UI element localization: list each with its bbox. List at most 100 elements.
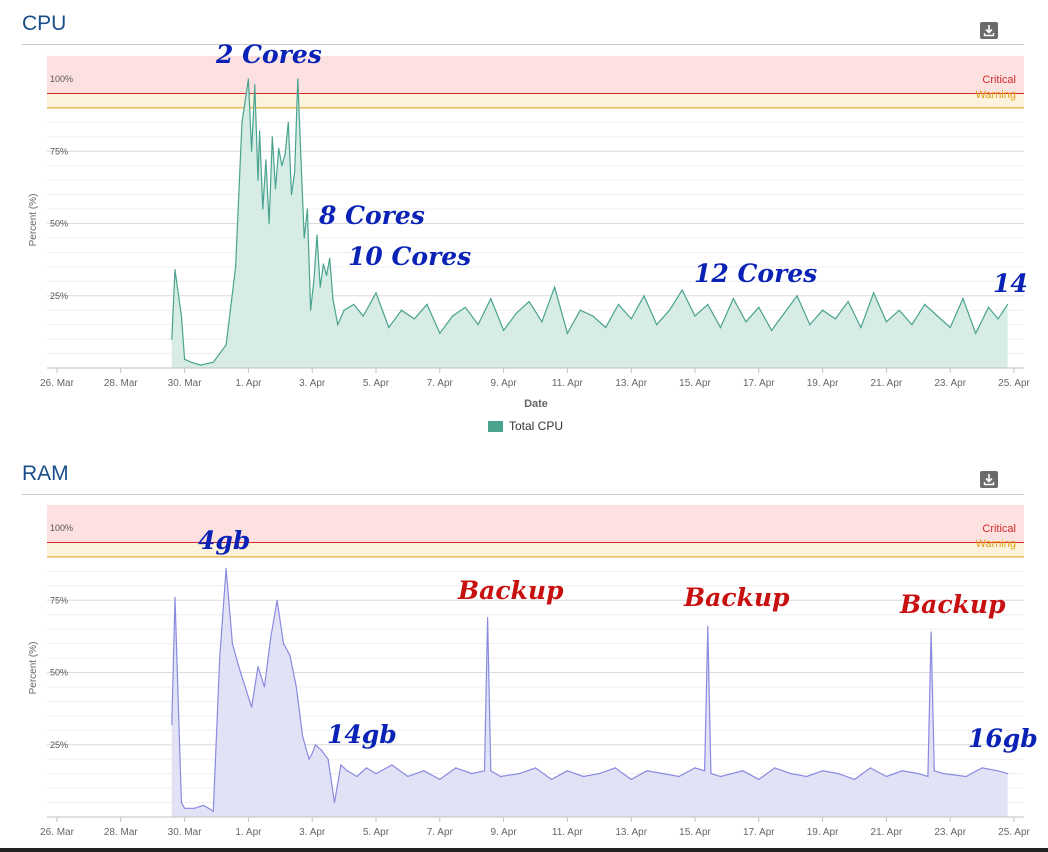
ram-annotation-backup-2: Backup bbox=[683, 583, 790, 612]
cpu-series-point bbox=[180, 315, 182, 317]
cpu-series-point bbox=[987, 306, 990, 308]
cpu-series-point bbox=[362, 315, 364, 317]
ram-x-tick-label: 21. Apr bbox=[871, 827, 903, 838]
cpu-x-tick-label: 11. Apr bbox=[552, 378, 584, 389]
ram-title-divider bbox=[22, 494, 1024, 495]
ram-series-point bbox=[238, 666, 240, 668]
ram-series-point bbox=[646, 770, 648, 772]
ram-series-point bbox=[719, 775, 722, 778]
ram-x-tick-label: 17. Apr bbox=[743, 827, 775, 838]
ram-series-point bbox=[193, 807, 195, 809]
cpu-series-point bbox=[579, 309, 581, 311]
cpu-series-point bbox=[719, 326, 722, 329]
ram-series-point bbox=[837, 773, 840, 775]
cpu-y-tick-label: 75% bbox=[50, 146, 68, 156]
cpu-download-button[interactable] bbox=[980, 22, 998, 39]
cpu-series-point bbox=[528, 300, 530, 303]
cpu-x-tick-label: 28. Mar bbox=[104, 378, 139, 389]
ram-series-point bbox=[869, 767, 872, 769]
ram-warning-label: Warning bbox=[975, 538, 1016, 550]
ram-x-tick-label: 1. Apr bbox=[235, 827, 262, 838]
cpu-series-point bbox=[847, 300, 849, 303]
ram-x-tick-label: 5. Apr bbox=[363, 827, 390, 838]
ram-x-tick-label: 28. Mar bbox=[104, 827, 139, 838]
cpu-x-tick-label: 26. Mar bbox=[40, 378, 75, 389]
cpu-series-point bbox=[259, 130, 261, 132]
ram-x-tick-label: 26. Mar bbox=[40, 827, 75, 838]
cpu-series-point bbox=[257, 179, 259, 181]
cpu-series-point bbox=[337, 324, 339, 326]
ram-series-point bbox=[997, 770, 999, 772]
cpu-series-point bbox=[490, 298, 492, 300]
cpu-series-point bbox=[515, 312, 518, 314]
ram-series-point bbox=[901, 770, 903, 772]
ram-series-point bbox=[742, 770, 744, 772]
cpu-series-point bbox=[268, 222, 270, 225]
cpu-x-tick-label: 19. Apr bbox=[807, 378, 839, 389]
ram-annotation-backup-1: Backup bbox=[457, 576, 564, 605]
cpu-series-point bbox=[184, 358, 186, 360]
ram-series-point bbox=[487, 617, 489, 619]
cpu-x-tick-label: 30. Mar bbox=[168, 378, 203, 389]
cpu-x-tick-label: 21. Apr bbox=[871, 378, 903, 389]
cpu-series-point bbox=[732, 298, 734, 300]
ram-y-tick-label: 100% bbox=[50, 523, 73, 533]
cpu-series-point bbox=[235, 266, 237, 268]
cpu-series-point bbox=[225, 344, 227, 346]
ram-series-point bbox=[790, 773, 792, 775]
ram-series-point bbox=[225, 567, 227, 570]
cpu-panel-title: CPU bbox=[22, 12, 67, 35]
ram-series-point bbox=[356, 775, 358, 778]
ram-gridlines bbox=[47, 527, 1024, 804]
cpu-annotation-14: 14 bbox=[993, 269, 1028, 298]
cpu-x-tick-label: 7. Apr bbox=[427, 378, 454, 389]
cpu-x-ticks: 26. Mar 28. Mar 30. Mar 1. Apr 3. Apr 5. Apr 7… bbox=[40, 368, 1031, 389]
ram-series-point bbox=[439, 778, 441, 780]
cpu-series-point bbox=[630, 318, 632, 320]
cpu-critical-band bbox=[47, 55, 1024, 94]
ram-x-tick-label: 9. Apr bbox=[491, 827, 518, 838]
cpu-series-point bbox=[911, 324, 913, 326]
cpu-legend[interactable]: Total CPU bbox=[488, 419, 563, 433]
ram-y-tick-label: 75% bbox=[50, 595, 68, 605]
ram-series-point bbox=[758, 778, 760, 780]
ram-x-tick-label: 19. Apr bbox=[807, 827, 839, 838]
ram-series-point bbox=[774, 767, 776, 769]
cpu-series-point bbox=[388, 326, 390, 329]
cpu-series-point bbox=[212, 361, 214, 363]
ram-series-point bbox=[483, 770, 486, 772]
cpu-legend-swatch bbox=[488, 420, 503, 432]
cpu-series-point bbox=[936, 315, 939, 317]
cpu-series-point bbox=[281, 165, 283, 167]
ram-series-point bbox=[930, 631, 932, 633]
cpu-series-point bbox=[566, 332, 569, 334]
ram-series-point bbox=[346, 770, 348, 772]
ram-series-point bbox=[180, 802, 182, 804]
ram-download-button[interactable] bbox=[980, 471, 998, 488]
cpu-series-point bbox=[241, 121, 243, 123]
ram-series-point bbox=[662, 773, 664, 775]
ram-series-point bbox=[231, 643, 233, 645]
ram-series-point bbox=[614, 767, 616, 769]
ram-x-ticks: 26. Mar 28. Mar 30. Mar 1. Apr 3. Apr 5. Apr 7… bbox=[40, 817, 1031, 838]
ram-series-point bbox=[407, 775, 409, 778]
cpu-y-tick-label: 50% bbox=[50, 219, 68, 229]
ram-critical-band bbox=[47, 504, 1024, 543]
cpu-series-point bbox=[873, 292, 875, 294]
ram-series-point bbox=[566, 770, 569, 772]
ram-series-area bbox=[171, 568, 1008, 817]
ram-series-point bbox=[704, 770, 706, 772]
cpu-series-point bbox=[297, 78, 299, 80]
ram-series-point bbox=[289, 654, 291, 656]
ram-series-point bbox=[710, 773, 712, 775]
cpu-annotation-12-cores: 12 Cores bbox=[694, 259, 817, 288]
cpu-x-tick-label: 25. Apr bbox=[998, 378, 1030, 389]
cpu-series-point bbox=[745, 321, 747, 323]
cpu-chart: Critical Warning 25% 50% 75% 100% 26. Mar 28… bbox=[28, 40, 1031, 410]
ram-series-point bbox=[550, 778, 553, 780]
ram-series-point bbox=[244, 686, 246, 688]
ram-series-point bbox=[391, 764, 393, 766]
window-bottom-edge bbox=[0, 848, 1048, 852]
cpu-series-point bbox=[541, 321, 543, 323]
ram-series-point bbox=[917, 773, 919, 775]
